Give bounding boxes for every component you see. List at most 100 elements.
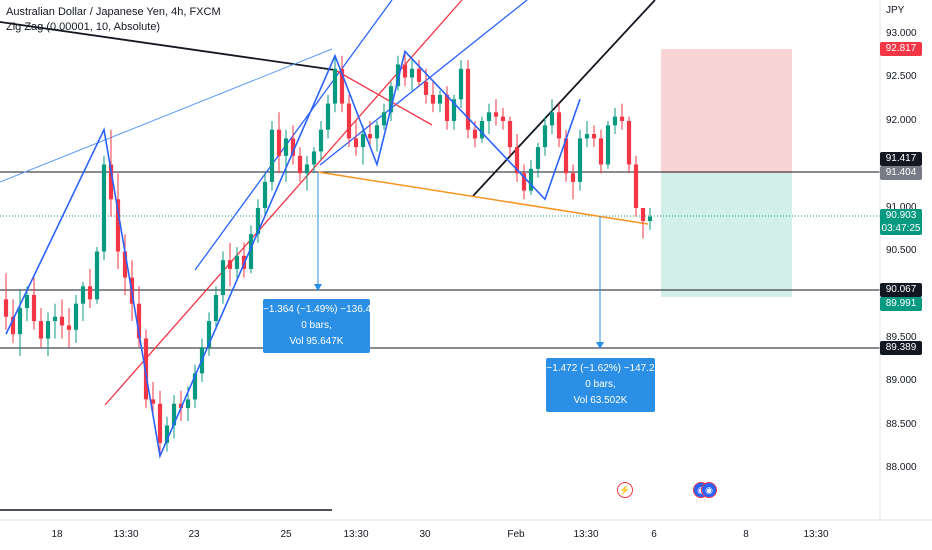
candle-up <box>542 125 548 148</box>
black-trendline-top[interactable] <box>0 21 336 71</box>
candle-down <box>500 116 506 121</box>
candle-down <box>563 138 569 174</box>
indicator-legend[interactable]: Zig Zag (0.00001, 10, Absolute) <box>6 21 161 33</box>
candle-down <box>640 208 646 222</box>
measure-change: −1.472 (−1.62%) −147.2 <box>546 363 655 374</box>
current-price-label: 90.903 <box>880 209 922 222</box>
x-tick: 25 <box>280 529 292 540</box>
candle-down <box>108 164 114 200</box>
candle-down <box>339 68 345 104</box>
candle-up <box>605 125 611 165</box>
candle-down <box>402 64 408 78</box>
candle-up <box>17 308 23 335</box>
x-tick: 23 <box>188 529 200 540</box>
candle-down <box>423 81 429 95</box>
red-channel-line[interactable] <box>104 0 463 406</box>
blue-channel-line-2[interactable] <box>319 0 528 166</box>
candle-up <box>451 99 457 121</box>
candle-down <box>227 260 233 269</box>
candle-down <box>514 147 520 174</box>
symbol-title[interactable]: Australian Dollar / Japanese Yen, 4h, FX… <box>6 6 221 18</box>
red-short-line[interactable] <box>334 69 433 126</box>
candle-up <box>255 208 261 235</box>
candle-down <box>591 134 597 139</box>
measure-bars: 0 bars, <box>301 320 332 331</box>
candle-up <box>388 86 394 113</box>
level-2-price-label: 90.067 <box>880 283 922 297</box>
arrow-head-icon <box>314 284 322 291</box>
candle-up <box>311 151 317 165</box>
candle-down <box>465 68 471 130</box>
measure-bars: 0 bars, <box>585 379 616 390</box>
measure-box-1[interactable]: −1.364 (−1.49%) −136.4 0 bars, Vol 95.64… <box>263 299 372 353</box>
candle-down <box>136 303 142 339</box>
candle-down <box>633 164 639 208</box>
candle-up <box>612 116 618 126</box>
candle-up <box>73 303 79 330</box>
y-tick: 90.500 <box>886 245 917 256</box>
candle-up <box>213 295 219 322</box>
candle-up <box>192 373 198 400</box>
candle-up <box>318 129 324 152</box>
currency-label: JPY <box>886 5 905 16</box>
candle-down <box>430 94 436 104</box>
candle-up <box>332 68 338 104</box>
candle-up <box>262 181 268 208</box>
candle-down <box>31 295 37 322</box>
candle-up <box>80 286 86 304</box>
candle-down <box>66 325 72 330</box>
candle-up <box>283 138 289 156</box>
candle-down <box>626 121 632 165</box>
candle-down <box>150 399 156 404</box>
candle-up <box>458 68 464 100</box>
bar-countdown-label: 03:47:25 <box>880 222 922 235</box>
flag-icon[interactable]: ◉ <box>701 482 717 498</box>
candle-up <box>248 234 254 269</box>
candle-down <box>59 316 65 326</box>
candle-up <box>535 147 541 169</box>
candle-down <box>416 68 422 82</box>
measure-change: −1.364 (−1.49%) −136.4 <box>263 304 372 315</box>
candle-up <box>234 255 240 269</box>
candle-up <box>395 64 401 87</box>
candle-down <box>444 94 450 121</box>
candle-down <box>353 138 359 148</box>
candle-down <box>619 116 625 121</box>
x-tick: 18 <box>51 529 63 540</box>
candle-up <box>577 138 583 182</box>
measure-box-2[interactable]: −1.472 (−1.62%) −147.2 0 bars, Vol 63.50… <box>546 358 655 412</box>
candle-up <box>360 134 366 148</box>
x-tick: 8 <box>743 529 749 540</box>
candle-up <box>528 168 534 191</box>
target-price-label: 89.991 <box>880 297 922 311</box>
stop-price-label: 92.817 <box>880 42 922 56</box>
candle-up <box>437 94 443 104</box>
y-tick: 88.000 <box>886 462 917 473</box>
black-trendline-right[interactable] <box>472 0 656 197</box>
candle-down <box>38 321 44 339</box>
lightning-icon[interactable]: ⚡ <box>617 482 633 498</box>
candle-down <box>556 112 562 139</box>
light-blue-trendline[interactable] <box>0 48 333 183</box>
candle-down <box>3 299 9 317</box>
take-profit-zone[interactable] <box>661 173 792 297</box>
candle-up <box>409 68 415 78</box>
candle-up <box>164 425 170 443</box>
arrow-head-icon <box>596 342 604 349</box>
candle-up <box>206 321 212 348</box>
candle-up <box>45 321 51 339</box>
entry-price-label: 91.404 <box>880 166 922 180</box>
candle-up <box>549 112 555 126</box>
stop-loss-zone[interactable] <box>661 49 792 173</box>
candle-down <box>122 251 128 278</box>
candle-down <box>178 403 184 409</box>
candle-down <box>507 121 513 148</box>
candle-down <box>290 138 296 156</box>
y-tick: 91.000 <box>886 202 917 213</box>
y-tick: 88.500 <box>886 419 917 430</box>
candles-layer <box>3 51 653 456</box>
candle-up <box>584 134 590 139</box>
candle-down <box>493 112 499 117</box>
orange-trendline[interactable] <box>317 171 649 225</box>
